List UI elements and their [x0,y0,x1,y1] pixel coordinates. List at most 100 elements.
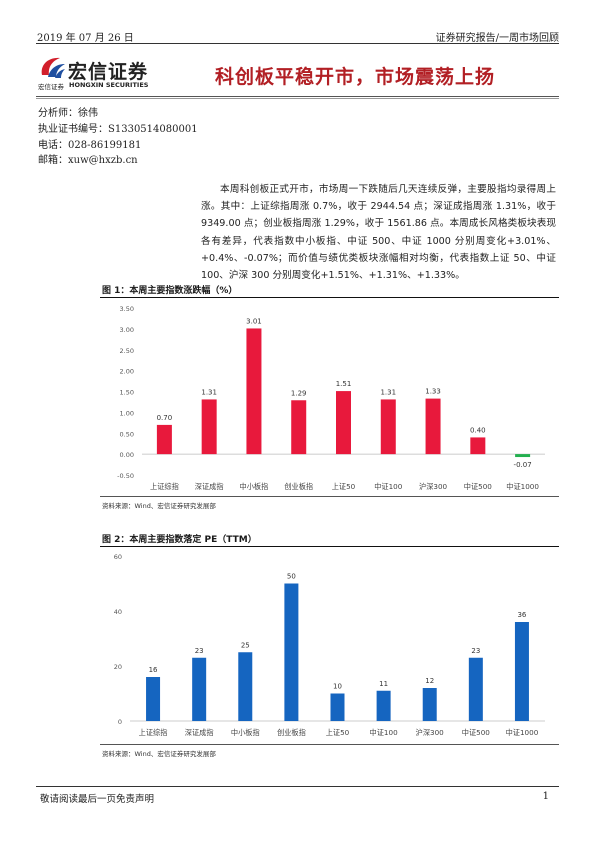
data-label: 0.70 [157,414,173,422]
footer-divider [36,786,559,787]
figure2-title: 图 2：本周主要指数落定 PE（TTM） [102,535,257,545]
cert-number: S1330514080001 [108,124,198,135]
bar [425,398,441,455]
analyst-name: 徐伟 [78,108,98,119]
figure1-bottom-rule [100,496,559,497]
email-label: 邮箱： [38,155,68,166]
category-label: 深证成指 [185,728,214,737]
analyst-name-label: 分析师： [38,108,78,119]
category-label: 上证综指 [150,482,179,491]
bar [284,583,299,721]
logo-mark-icon [41,57,65,78]
category-label: 深证成指 [195,482,224,491]
bar [246,328,262,455]
data-label: 1.51 [336,380,352,388]
bar [330,693,345,721]
data-label: 36 [517,611,526,619]
category-label: 创业板指 [284,482,313,491]
figure2-top-rule [100,546,559,547]
logo-sub-cn: 宏信证券 [38,83,64,91]
title-divider [36,96,559,97]
bar [470,437,486,455]
category-label: 创业板指 [277,728,306,737]
y-tick-label: 0.50 [120,430,134,438]
data-label: 16 [149,666,158,674]
data-label: 1.31 [201,388,217,396]
bar [514,622,529,721]
bar [238,652,253,721]
y-tick-label: 2.00 [120,368,134,376]
title-divider-thin [36,98,559,99]
analyst-phone-row: 电话：028-86199181 [38,136,141,151]
category-label: 上证50 [332,482,356,491]
bar [376,690,391,721]
logo-name-cn: 宏信证券 [68,61,149,83]
figure1-source: 资料来源：Wind、宏信证券研究发展部 [102,502,216,510]
category-label: 中证100 [370,728,399,737]
data-label: 23 [195,647,204,655]
footer-disclaimer[interactable]: 敬请阅读最后一页免责声明 [40,794,155,805]
y-tick-label: 60 [114,553,122,561]
header-divider [36,43,559,44]
category-label: 中证500 [462,728,491,737]
category-label: 中证1000 [506,482,539,491]
y-tick-label: 3.50 [120,305,134,313]
analyst-cert-row: 执业证书编号：S1330514080001 [38,120,198,135]
y-tick-label: 0.00 [120,451,134,459]
report-type: 证券研究报告/一周市场回顾 [435,33,559,44]
page-number: 1 [542,791,549,802]
report-date: 2019 年 07 月 26 日 [37,33,134,44]
data-label: 25 [241,641,250,649]
category-label: 中证500 [464,482,493,491]
summary-paragraph: 本周科创板正式开市，市场周一下跌随后几天连续反弹，主要股指均录得周上涨。其中：上… [201,184,556,282]
data-label: 12 [425,677,434,685]
category-label: 中证1000 [506,728,539,737]
bar [515,454,531,458]
analyst-name-row: 分析师：徐伟 [38,104,98,119]
figure2-source: 资料来源：Wind、宏信证券研究发展部 [102,750,216,758]
data-label: -0.07 [514,461,532,469]
company-logo: 宏信证券 宏信证券 HONGXIN SECURITIES [38,55,158,93]
figure1-chart: -0.50 0.00 0.50 1.00 1.50 2.00 2.50 3.00 3.50 0.7… [117,305,545,491]
data-label: 3.01 [246,317,262,325]
data-label: 1.33 [425,388,441,396]
data-label: 0.40 [470,426,486,434]
data-label: 50 [287,573,296,581]
cert-label: 执业证书编号： [38,124,108,135]
data-label: 10 [333,683,342,691]
category-label: 沪深300 [416,728,445,737]
category-label: 沪深300 [419,482,448,491]
category-label: 中小板指 [240,482,269,491]
bar [336,391,351,455]
y-tick-label: 0 [118,718,122,726]
analyst-email-row: 邮箱：xuw@hxzb.cn [38,151,138,166]
bar [146,677,161,721]
y-tick-label: 1.00 [120,409,134,417]
page-title: 科创板平稳开市，市场震荡上扬 [215,66,496,88]
bar [192,657,207,721]
data-label: 11 [379,680,388,688]
data-label: 23 [471,647,480,655]
category-label: 上证综指 [139,728,168,737]
category-label: 中证100 [374,482,403,491]
figure1-top-rule [100,297,559,298]
phone-label: 电话： [38,140,68,151]
logo-name-en: HONGXIN SECURITIES [69,81,149,89]
bar [291,400,307,455]
bar [380,399,396,455]
bar [156,424,172,455]
email-link[interactable]: xuw@hxzb.cn [68,155,138,166]
figure2-bottom-rule [100,744,559,745]
y-tick-label: -0.50 [117,472,134,480]
y-tick-label: 3.00 [120,326,134,334]
figure2-chart: 0 20 40 60 16 上证综指 23 深证成指 25 中小板指 50 创业板指 10 上证50 11 中… [114,553,545,737]
figure1-title: 图 1：本周主要指数涨跌幅（%） [102,286,238,296]
data-label: 1.29 [291,389,307,397]
y-tick-label: 20 [114,663,122,671]
bar [201,399,217,455]
y-tick-label: 40 [114,608,122,616]
data-label: 1.31 [380,388,396,396]
y-tick-label: 1.50 [120,389,134,397]
y-tick-label: 2.50 [120,347,134,355]
category-label: 中小板指 [231,728,260,737]
